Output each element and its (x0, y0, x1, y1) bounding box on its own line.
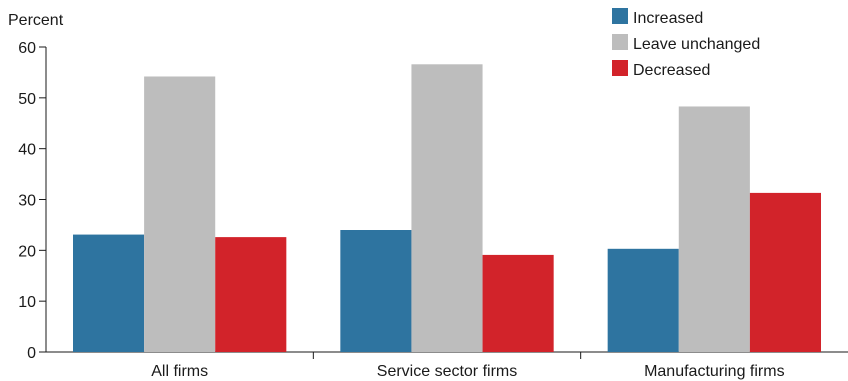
y-axis: 0 10 20 30 40 50 60 (18, 40, 47, 362)
legend-swatch (612, 34, 628, 50)
bar-leave-unchanged (411, 64, 483, 353)
legend-swatch (612, 8, 628, 24)
legend: Increased Leave unchanged Decreased (612, 8, 760, 79)
y-tick-label: 60 (18, 40, 36, 57)
bar-decreased (215, 237, 287, 352)
bar-decreased (749, 192, 821, 352)
x-tick-label: Service sector firms (377, 363, 517, 380)
bar-increased (73, 234, 145, 352)
x-tick-label: All firms (151, 363, 208, 380)
bar-increased (607, 248, 679, 352)
legend-label: Leave unchanged (633, 36, 760, 53)
bar-decreased (482, 254, 554, 352)
y-tick-label: 40 (18, 142, 36, 159)
y-tick-label: 20 (18, 243, 36, 260)
legend-swatch (612, 60, 628, 76)
bar-increased (340, 230, 412, 352)
legend-label: Increased (633, 10, 703, 27)
y-tick-label: 10 (18, 294, 36, 311)
bar-leave-unchanged (144, 76, 216, 352)
y-tick-label: 50 (18, 91, 36, 108)
y-axis-label: Percent (8, 12, 64, 29)
y-tick-label: 0 (27, 345, 36, 362)
bar-leave-unchanged (678, 106, 750, 352)
legend-label: Decreased (633, 62, 710, 79)
x-tick-label: Manufacturing firms (644, 363, 785, 380)
x-axis: All firms Service sector firms Manufacturi… (46, 351, 848, 380)
y-tick-label: 30 (18, 193, 36, 210)
bars (73, 64, 821, 353)
